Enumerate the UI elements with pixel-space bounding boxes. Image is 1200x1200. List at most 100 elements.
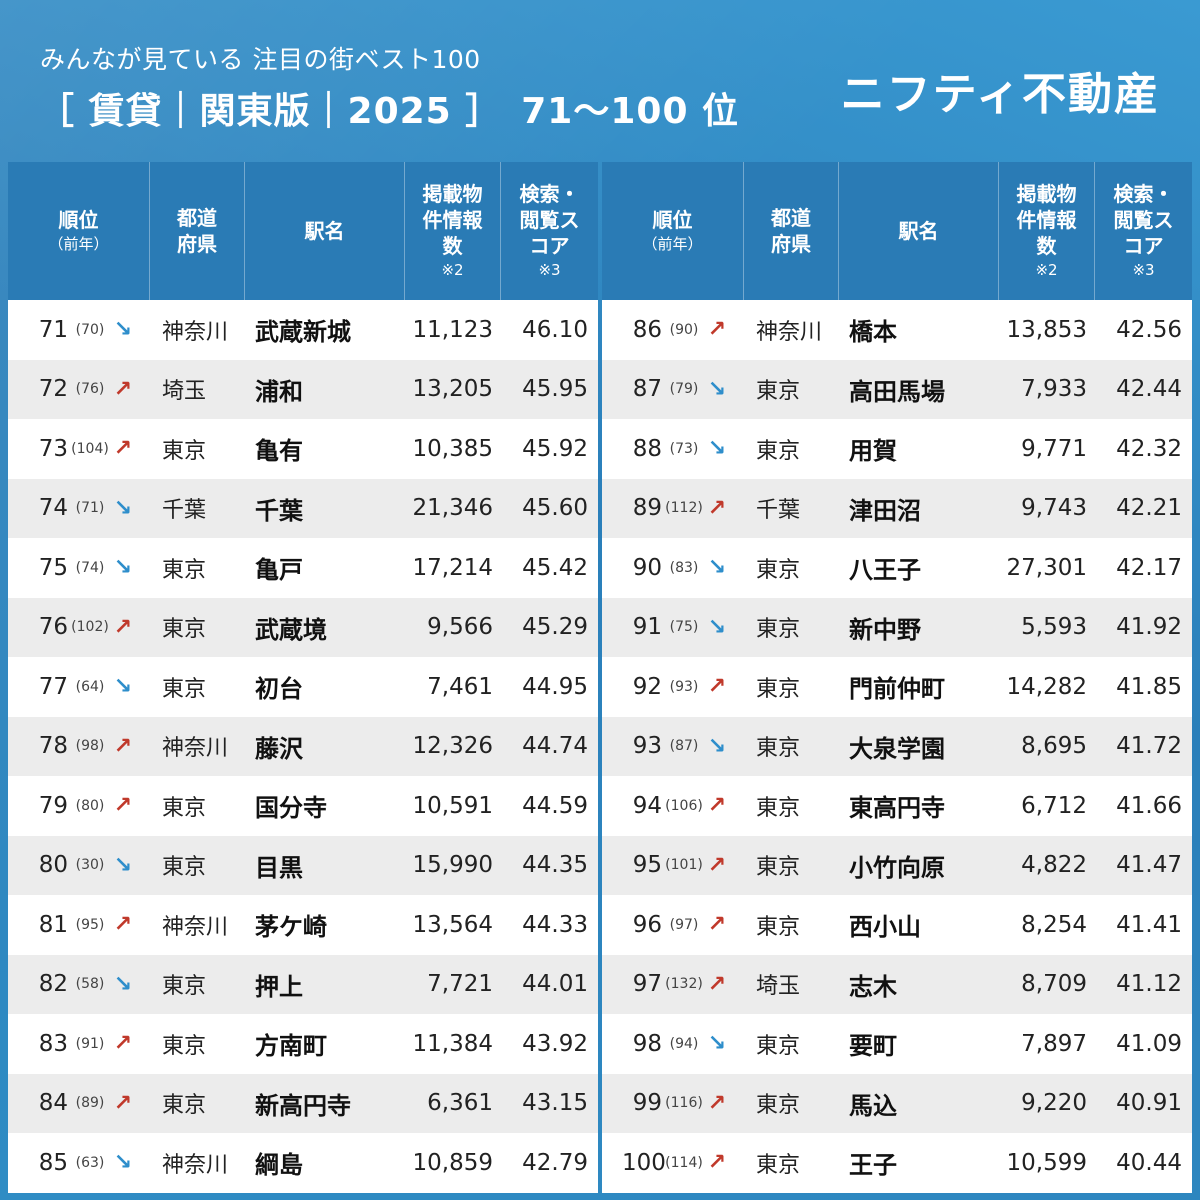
table-row: 94 (106) ↗ 東京 東高円寺 6,712 41.66 [602,776,1192,836]
table-row: 92 (93) ↗ 東京 門前仲町 14,282 41.85 [602,657,1192,717]
trend-up-icon: ↗ [707,1090,727,1116]
prefecture-cell: 東京 [162,676,207,702]
station-cell: 押上 [255,972,303,1001]
station-cell: 千葉 [255,496,303,525]
station-cell: 国分寺 [255,794,327,823]
station-cell: 八王子 [849,556,921,585]
station-cell: 志木 [849,972,897,1001]
trend-up-icon: ↗ [707,912,727,938]
station-cell: 藤沢 [255,734,303,763]
listing-count-cell: 10,599 [1006,1149,1087,1176]
table-row: 85 (63) ↘ 神奈川 綱島 10,859 42.79 [8,1133,598,1193]
trend-down-icon: ↘ [113,495,133,521]
trend-up-icon: ↗ [113,1090,133,1116]
previous-rank: (116) [665,1095,703,1112]
col-pref: 都道府県 [150,162,245,300]
col-count-label: 掲載物件情報数 [422,182,483,258]
previous-rank: (114) [665,1154,703,1171]
col-pref: 都道府県 [744,162,839,300]
score-cell: 41.92 [1116,614,1182,641]
rank-cell: 82 (58) ↘ [8,971,150,997]
table-row: 82 (58) ↘ 東京 押上 7,721 44.01 [8,954,598,1014]
prefecture-cell: 東京 [756,676,801,702]
score-cell: 42.79 [522,1149,588,1176]
previous-rank: (104) [71,440,109,457]
station-cell: 武蔵境 [255,615,327,644]
rank-number: 78 [38,733,68,760]
prefecture-cell: 東京 [162,974,207,1000]
prefecture-cell: 東京 [162,1033,207,1059]
station-cell: 高田馬場 [849,377,945,406]
table-row: 98 (94) ↘ 東京 要町 7,897 41.09 [602,1014,1192,1074]
rank-cell: 99 (116) ↗ [602,1090,744,1116]
col-station: 駅名 [245,162,405,300]
rank-number: 97 [632,971,662,998]
ranking-table-left: 順位 （前年） 都道府県 駅名 掲載物件情報数 ※2 検索・閲覧スコア ※3 7… [8,162,598,1193]
listing-count-cell: 27,301 [1006,554,1087,581]
rank-cell: 95 (101) ↗ [602,852,744,878]
table-row: 83 (91) ↗ 東京 方南町 11,384 43.92 [8,1014,598,1074]
rank-cell: 76 (102) ↗ [8,614,150,640]
col-count-note: ※2 [1035,261,1058,279]
score-cell: 41.66 [1116,792,1182,819]
rank-cell: 98 (94) ↘ [602,1031,744,1057]
rank-cell: 91 (75) ↘ [602,614,744,640]
previous-rank: (83) [669,559,699,576]
table-row: 96 (97) ↗ 東京 西小山 8,254 41.41 [602,895,1192,955]
station-cell: 新高円寺 [255,1091,351,1120]
score-cell: 40.91 [1116,1090,1182,1117]
trend-down-icon: ↘ [707,614,727,640]
col-score-label: 検索・閲覧スコア [519,182,580,258]
col-count-note: ※2 [441,261,464,279]
rank-cell: 96 (97) ↗ [602,912,744,938]
col-station-label: 駅名 [898,219,939,243]
prefecture-cell: 東京 [756,1033,801,1059]
trend-up-icon: ↗ [113,793,133,819]
score-cell: 42.17 [1116,554,1182,581]
score-cell: 44.59 [522,792,588,819]
rank-number: 90 [632,554,662,581]
listing-count-cell: 7,461 [427,673,493,700]
trend-down-icon: ↘ [113,852,133,878]
table-row: 84 (89) ↗ 東京 新高円寺 6,361 43.15 [8,1073,598,1133]
rank-cell: 83 (91) ↗ [8,1031,150,1057]
prefecture-cell: 神奈川 [162,319,229,345]
rank-number: 75 [38,554,68,581]
prefecture-cell: 神奈川 [162,1152,229,1178]
listing-count-cell: 4,822 [1021,852,1087,879]
prefecture-cell: 東京 [756,379,801,405]
rank-number: 92 [632,673,662,700]
previous-rank: (97) [669,916,699,933]
rank-cell: 86 (90) ↗ [602,317,744,343]
previous-rank: (87) [669,738,699,755]
listing-count-cell: 9,566 [427,614,493,641]
score-cell: 40.44 [1116,1149,1182,1176]
table-row: 87 (79) ↘ 東京 高田馬場 7,933 42.44 [602,359,1192,419]
rank-number: 94 [632,792,662,819]
col-rank-sub: （前年） [642,235,703,253]
listing-count-cell: 6,361 [427,1090,493,1117]
station-cell: 西小山 [849,913,921,942]
station-cell: 亀有 [255,437,303,466]
listing-count-cell: 13,564 [412,911,493,938]
listing-count-cell: 11,384 [412,1030,493,1057]
trend-up-icon: ↗ [707,1150,727,1176]
rank-cell: 100 (114) ↗ [602,1150,744,1176]
trend-up-icon: ↗ [707,793,727,819]
score-cell: 45.92 [522,435,588,462]
prefecture-cell: 神奈川 [756,319,823,345]
table-row: 97 (132) ↗ 埼玉 志木 8,709 41.12 [602,954,1192,1014]
rank-number: 72 [38,376,68,403]
previous-rank: (75) [669,619,699,636]
prefecture-cell: 東京 [162,855,207,881]
rank-cell: 92 (93) ↗ [602,674,744,700]
brand-logo: ニフティ不動産 [840,69,1160,120]
trend-down-icon: ↘ [707,555,727,581]
score-cell: 42.56 [1116,316,1182,343]
col-score: 検索・閲覧スコア ※3 [501,162,598,300]
score-cell: 45.29 [522,614,588,641]
station-cell: 初台 [255,675,303,704]
rank-cell: 87 (79) ↘ [602,376,744,402]
rank-cell: 85 (63) ↘ [8,1150,150,1176]
rank-cell: 74 (71) ↘ [8,495,150,521]
